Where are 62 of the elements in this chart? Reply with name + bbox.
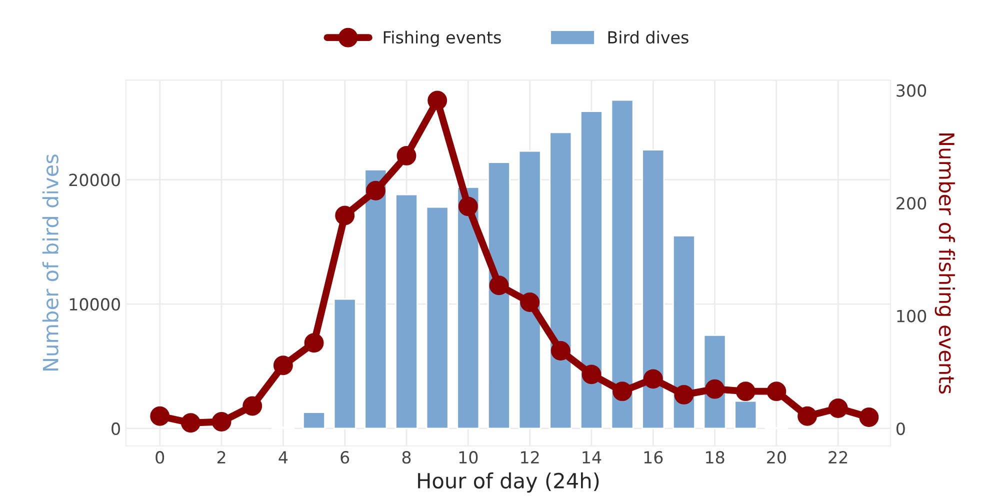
point bbox=[150, 406, 170, 426]
point bbox=[859, 408, 879, 427]
bar bbox=[580, 110, 603, 430]
bar bbox=[456, 186, 480, 430]
y-tick-label: 20000 bbox=[69, 174, 120, 186]
x-tick-label: 14 bbox=[582, 451, 602, 464]
point bbox=[612, 382, 632, 402]
y-tick-label: 0 bbox=[112, 422, 120, 436]
x-tick-label: 0 bbox=[156, 451, 164, 464]
point bbox=[643, 369, 663, 389]
bar bbox=[642, 149, 665, 430]
x-tick-label: 4 bbox=[278, 451, 288, 464]
point bbox=[766, 382, 786, 402]
point bbox=[366, 180, 386, 200]
bar bbox=[549, 132, 572, 430]
y-axis-title: Number of bird dives bbox=[42, 154, 58, 371]
y2-tick-label: 300 bbox=[896, 84, 926, 97]
point bbox=[705, 379, 725, 399]
x-tick-label: 10 bbox=[459, 451, 478, 464]
point bbox=[798, 406, 818, 426]
point bbox=[550, 341, 570, 360]
point bbox=[180, 413, 200, 433]
y-tick-label: 10000 bbox=[70, 298, 120, 311]
bar bbox=[672, 234, 696, 430]
bar bbox=[426, 206, 449, 430]
x-tick-label: 22 bbox=[828, 451, 848, 464]
y2-tick-label: 0 bbox=[896, 422, 905, 436]
bar bbox=[488, 162, 510, 430]
point bbox=[212, 412, 232, 432]
bar bbox=[364, 169, 388, 430]
x-tick-label: 2 bbox=[217, 451, 226, 464]
point bbox=[242, 396, 262, 416]
point bbox=[828, 398, 848, 418]
x-tick-label: 6 bbox=[340, 451, 350, 464]
legend-label: Fishing events bbox=[384, 30, 501, 47]
point bbox=[674, 384, 694, 404]
bar bbox=[395, 194, 418, 430]
y2-tick-label: 100 bbox=[897, 310, 926, 322]
bar bbox=[333, 298, 356, 430]
point bbox=[335, 206, 355, 226]
y2-tick-label: 200 bbox=[896, 197, 926, 210]
x-tick-label: 16 bbox=[644, 451, 663, 464]
bar bbox=[734, 400, 758, 430]
point bbox=[273, 356, 293, 376]
point bbox=[458, 196, 478, 216]
point bbox=[396, 146, 416, 166]
legend-label: Bird dives bbox=[608, 30, 688, 44]
x-tick-label: 20 bbox=[767, 451, 786, 464]
point bbox=[304, 333, 324, 353]
x-tick-label: 12 bbox=[521, 451, 539, 464]
x-axis-title: Hour of day (24h) bbox=[418, 472, 599, 493]
point bbox=[736, 382, 756, 402]
x-tick-label: 18 bbox=[706, 451, 724, 464]
point bbox=[520, 292, 540, 312]
point bbox=[582, 364, 602, 384]
point bbox=[489, 276, 509, 296]
bar bbox=[610, 99, 634, 430]
x-tick-label: 8 bbox=[402, 451, 411, 464]
y2-axis-title: Number of fishing events bbox=[934, 133, 955, 394]
bar bbox=[518, 150, 542, 430]
point bbox=[428, 90, 448, 110]
bar bbox=[302, 412, 326, 430]
